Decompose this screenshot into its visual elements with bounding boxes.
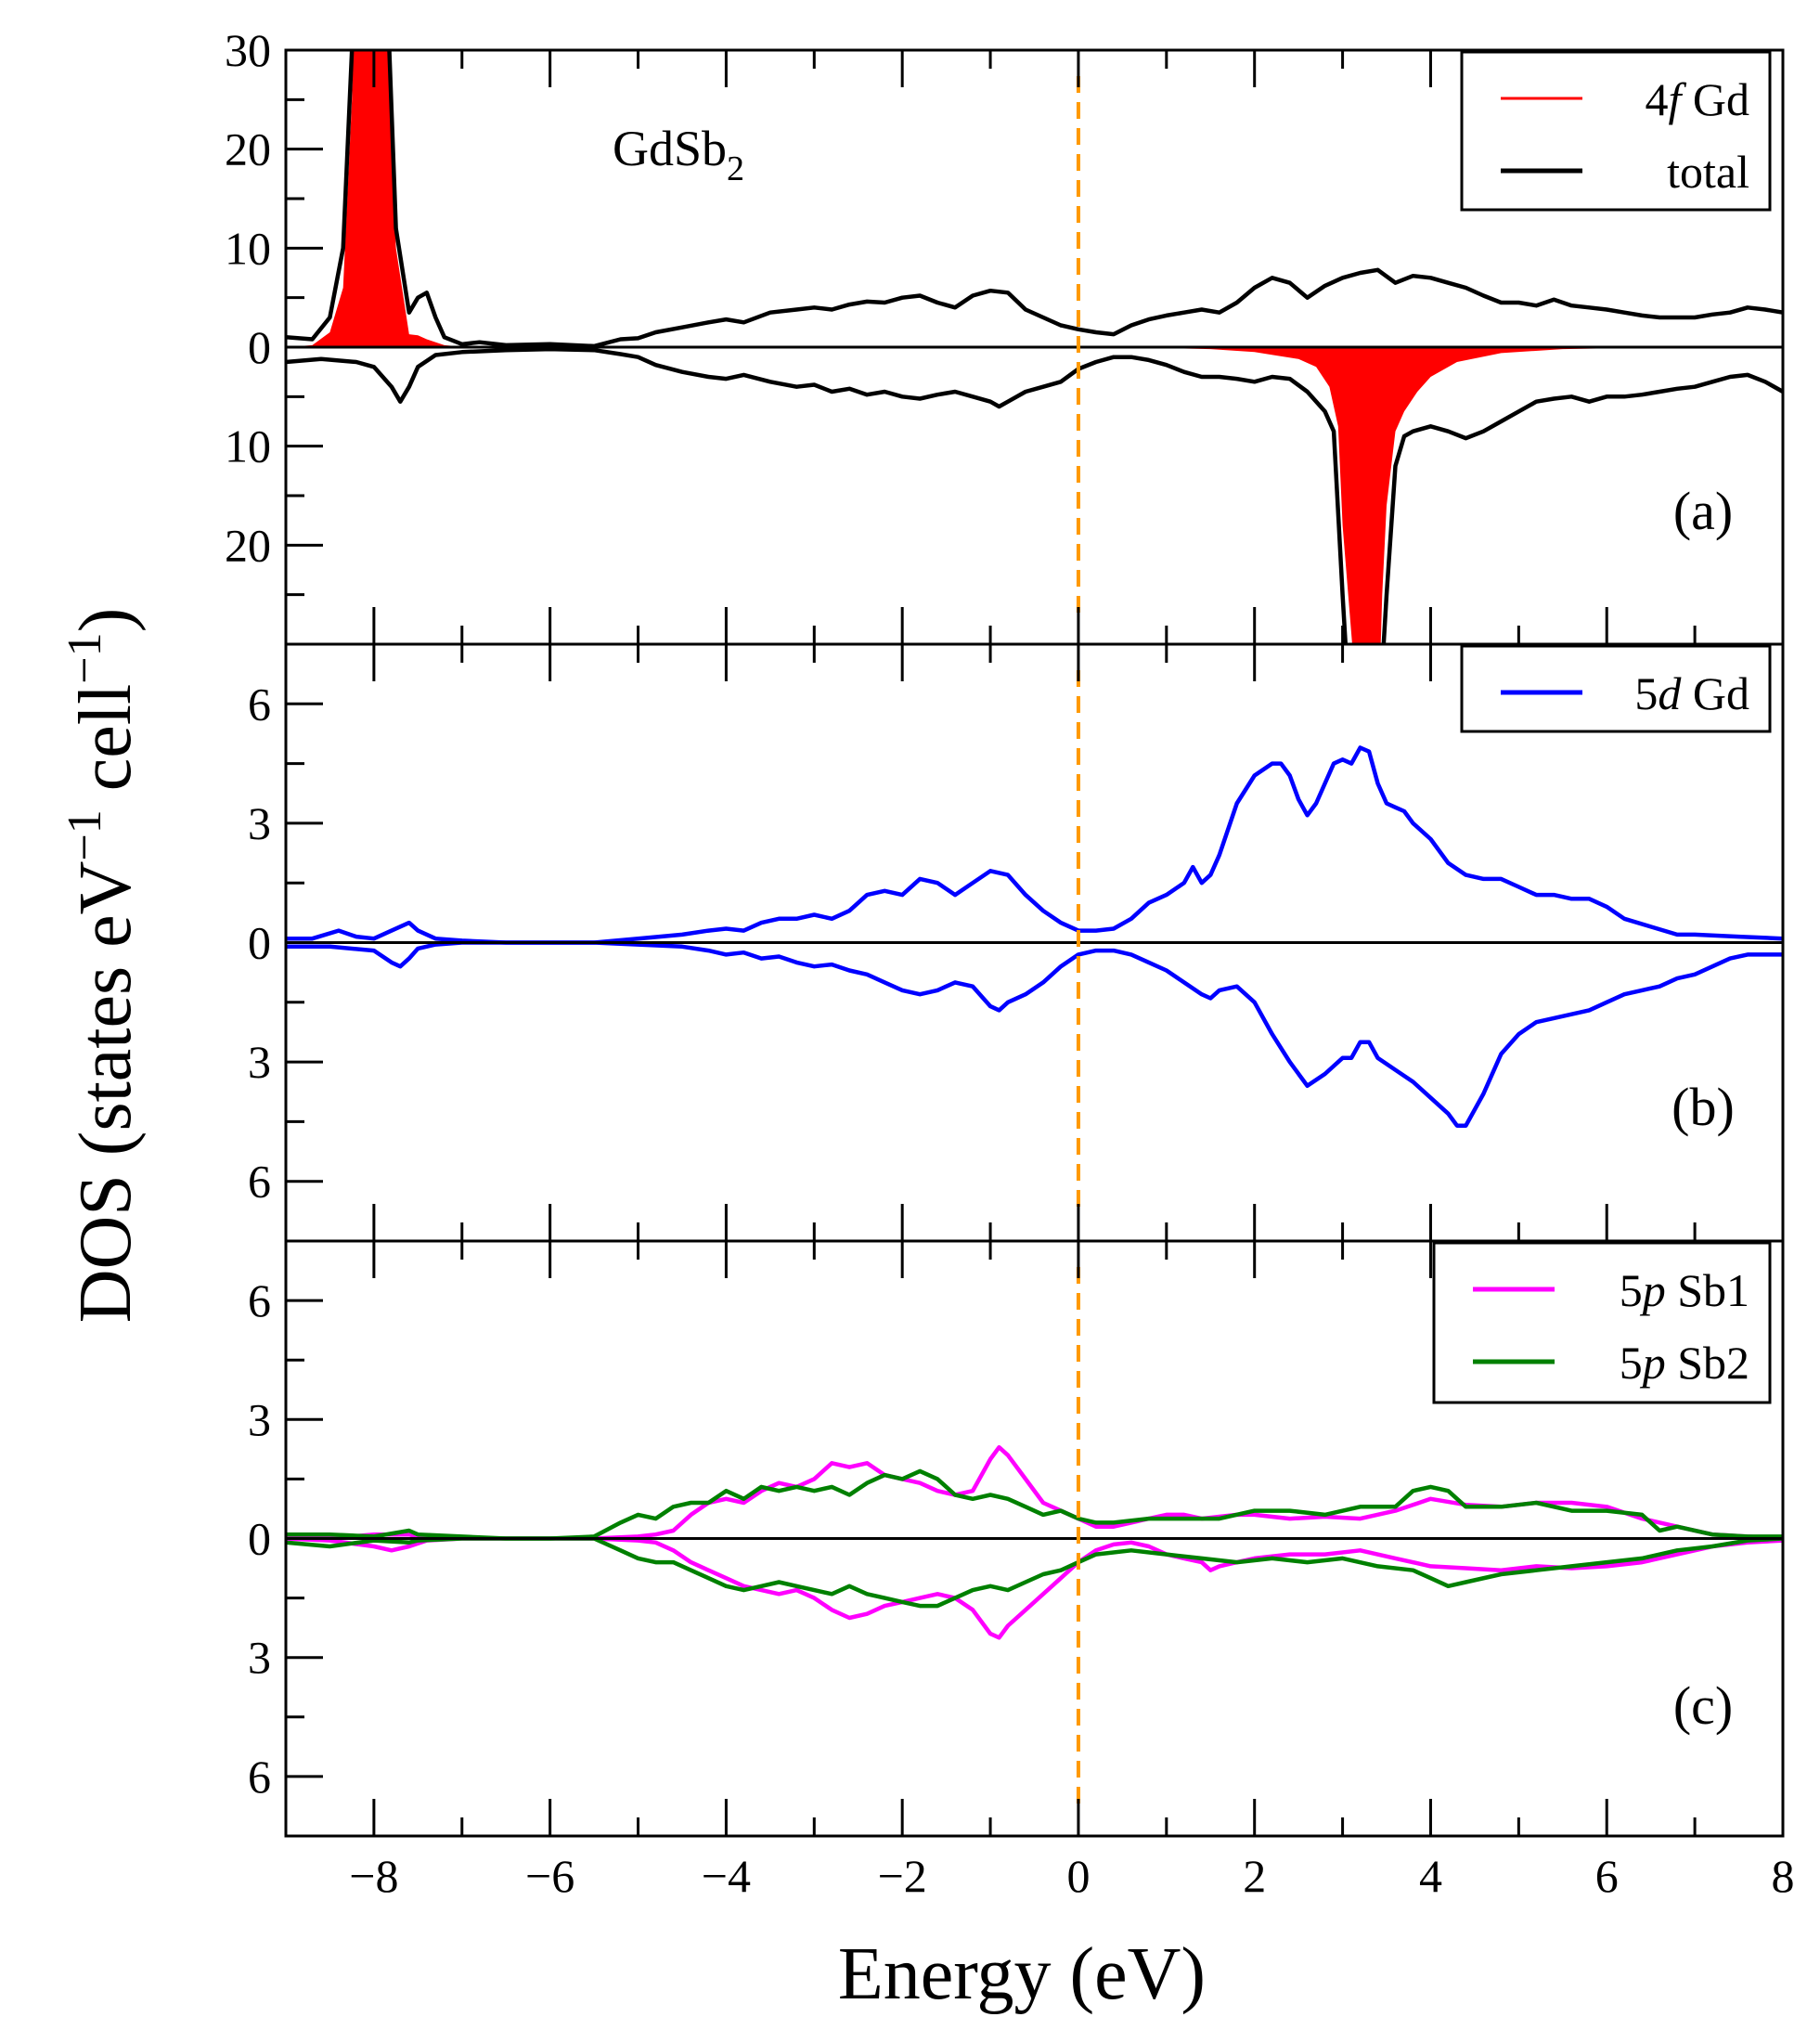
x-tick-label: −6 <box>525 1850 574 1902</box>
legend-label-p5_Sb2: 5p Sb2 <box>1620 1337 1749 1389</box>
y-tick-label-b: 6 <box>248 678 271 730</box>
series-f4_Gd-up-fill <box>286 50 550 347</box>
series-d5_Gd-up-line <box>286 745 1783 945</box>
y-axis-title-exp1: −1 <box>58 809 111 860</box>
panel-b: 6 3 0 3 6 5d Gd (b) <box>248 642 1785 1243</box>
panel-a-legend: 4f Gd total <box>1460 50 1772 212</box>
y-tick-label-b: 0 <box>248 917 271 969</box>
series-total-down-line <box>286 346 1783 644</box>
legend-box <box>1460 50 1772 212</box>
y-tick-label-a: 10 <box>225 420 271 472</box>
y-tick-label-c: 3 <box>248 1632 271 1684</box>
panel-b-tag: (b) <box>1672 1077 1735 1137</box>
y-tick-label-b: 6 <box>248 1156 271 1208</box>
panel-c-frame <box>284 1239 1785 1838</box>
x-tick-label: 0 <box>1066 1850 1090 1902</box>
y-axis-title-mid: cell <box>65 684 147 809</box>
x-tick-label: 8 <box>1772 1850 1795 1902</box>
x-tick-label: 6 <box>1595 1850 1619 1902</box>
x-tick-label: −8 <box>349 1850 398 1902</box>
svg-text:DOS (states eV−1 cell−1): DOS (states eV−1 cell−1) <box>58 608 147 1323</box>
y-tick-label-b: 3 <box>248 797 271 849</box>
legend-label-total: total <box>1667 146 1749 198</box>
x-tick-label: 2 <box>1243 1850 1266 1902</box>
x-tick-label: −4 <box>702 1850 751 1902</box>
panel-c-tag: (c) <box>1673 1675 1733 1736</box>
y-tick-label-c: 0 <box>248 1513 271 1565</box>
series-p5_Sb1-up-line <box>286 1444 1783 1541</box>
series-p5_Sb2-up-line <box>286 1468 1783 1541</box>
y-tick-label-c: 6 <box>248 1274 271 1326</box>
panel-c: 6 3 0 3 6 5p Sb1 5p Sb2 (c) <box>248 1239 1785 1838</box>
x-tick-label: −2 <box>878 1850 927 1902</box>
series-p5_Sb2-down-line <box>286 1536 1783 1609</box>
y-tick-label-c: 6 <box>248 1751 271 1803</box>
x-axis-title: Energy (eV) <box>838 1933 1206 2015</box>
legend-label-d5_Gd: 5d Gd <box>1634 667 1749 719</box>
panel-c-legend: 5p Sb1 5p Sb2 <box>1432 1241 1772 1404</box>
x-tick-label: 4 <box>1419 1850 1442 1902</box>
y-tick-label-c: 3 <box>248 1393 271 1445</box>
panel-a: 30 20 10 0 10 20 4f Gd total (a) GdSb2 <box>225 24 1785 646</box>
y-tick-label-a: 30 <box>225 24 271 76</box>
y-axis-title-prefix: DOS (states eV <box>65 861 147 1324</box>
panel-c-data <box>286 1444 1783 1640</box>
panel-b-legend: 5d Gd <box>1460 644 1772 733</box>
series-total-up-line <box>286 50 1783 349</box>
compound-label: GdSb2 <box>613 121 744 188</box>
legend-box <box>1432 1241 1772 1404</box>
y-tick-label-a: 0 <box>248 321 271 373</box>
y-tick-label-a: 20 <box>225 519 271 571</box>
y-axis-title-exp2: −1 <box>58 632 111 683</box>
y-axis-title-suffix: ) <box>65 608 147 633</box>
panel-a-tag: (a) <box>1673 481 1733 541</box>
y-tick-label-b: 3 <box>248 1036 271 1088</box>
series-p5_Sb1-down-line <box>286 1536 1783 1640</box>
panel-a-data <box>286 50 1783 644</box>
legend-label-f4_Gd: 4f Gd <box>1645 73 1749 125</box>
legend-box <box>1460 644 1772 733</box>
legend-label-p5_Sb1: 5p Sb1 <box>1620 1264 1749 1316</box>
panel-b-data <box>286 745 1783 1128</box>
y-tick-label-a: 20 <box>225 123 271 175</box>
y-tick-label-a: 10 <box>225 222 271 274</box>
series-d5_Gd-down-line <box>286 940 1783 1128</box>
y-axis-title: DOS (states eV−1 cell−1) <box>58 608 147 1323</box>
